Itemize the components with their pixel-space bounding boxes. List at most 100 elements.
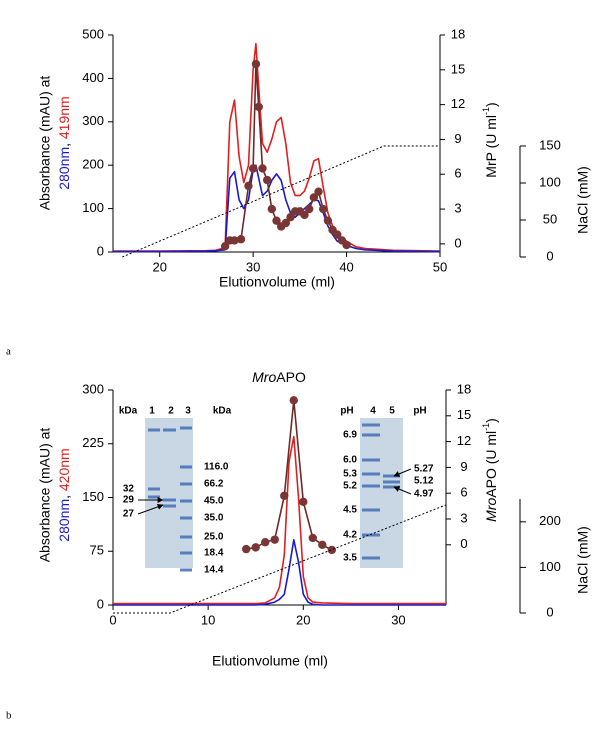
gel-band bbox=[362, 533, 380, 537]
label-part: Mro bbox=[483, 498, 499, 522]
gel-band bbox=[163, 498, 176, 502]
y3-tick-label: 150 bbox=[539, 137, 561, 152]
y-tick-label: 300 bbox=[82, 381, 104, 396]
activity-point bbox=[281, 218, 291, 228]
gel-band bbox=[180, 426, 192, 430]
y3-tick-label: 100 bbox=[539, 559, 561, 574]
x-axis-label: Elutionvolume (ml) bbox=[212, 653, 328, 669]
activity-point bbox=[280, 491, 289, 500]
y3-axis-label: NaCl (mM) bbox=[575, 526, 591, 594]
chart-title: MroAPO bbox=[252, 369, 306, 385]
inset-label: 45.0 bbox=[204, 496, 224, 507]
inset-label: 5.2 bbox=[343, 481, 357, 492]
y2-tick-label: 15 bbox=[451, 61, 465, 76]
activity-point bbox=[318, 540, 327, 549]
activity-point bbox=[251, 59, 261, 69]
activity-point bbox=[289, 396, 298, 405]
gel-band bbox=[362, 423, 380, 427]
y3-tick-label: 50 bbox=[543, 211, 557, 226]
activity-point bbox=[342, 240, 351, 250]
inset-label: 29 bbox=[123, 495, 135, 506]
y2-tick-label: 3 bbox=[460, 510, 467, 525]
activity-point bbox=[244, 181, 253, 191]
activity-point bbox=[323, 216, 333, 225]
activity-point bbox=[299, 497, 308, 506]
gel bbox=[145, 418, 193, 568]
activity-point bbox=[270, 535, 279, 544]
activity-point bbox=[272, 216, 281, 225]
inset-header: kDa bbox=[213, 406, 232, 417]
gel-band bbox=[362, 484, 380, 488]
label-part: APO bbox=[276, 369, 306, 385]
series-line bbox=[122, 145, 440, 258]
y2-axis-label: MrP (U ml-1) bbox=[481, 102, 498, 177]
gel-band bbox=[362, 458, 380, 462]
y-tick-label: 500 bbox=[82, 26, 104, 41]
inset-label: 5.27 bbox=[414, 464, 434, 475]
y3-tick-label: 200 bbox=[539, 513, 561, 528]
activity-point bbox=[267, 204, 277, 214]
arrow bbox=[393, 486, 412, 495]
inset-header: kDa bbox=[119, 406, 138, 417]
inset-label: 25.0 bbox=[204, 532, 224, 543]
activity-point bbox=[308, 533, 317, 543]
y2-tick-label: 6 bbox=[454, 166, 461, 181]
y-axis-label-part: 280nm bbox=[56, 147, 72, 190]
panel-label: b bbox=[6, 710, 12, 722]
y-tick-label: 225 bbox=[82, 435, 104, 450]
gel-band bbox=[180, 516, 192, 520]
inset-label: 4.2 bbox=[343, 530, 357, 541]
gel-band bbox=[362, 433, 380, 437]
y2-tick-label: 18 bbox=[457, 381, 471, 396]
y2-tick-label: 6 bbox=[460, 485, 467, 500]
y2-tick-label: 0 bbox=[460, 536, 467, 551]
y-tick-label: 0 bbox=[97, 596, 104, 611]
x-tick-label: 20 bbox=[296, 612, 310, 627]
gel-band bbox=[148, 428, 160, 432]
y2-tick-label: 9 bbox=[460, 459, 467, 474]
activity-point bbox=[258, 164, 267, 173]
inset-label: 5.12 bbox=[414, 476, 434, 487]
activity-point bbox=[248, 164, 258, 173]
x-tick-label: 30 bbox=[391, 612, 405, 627]
y2-tick-label: 3 bbox=[454, 201, 461, 216]
series-line bbox=[113, 435, 446, 605]
y3-tick-label: 0 bbox=[546, 248, 553, 263]
activity-point bbox=[251, 543, 260, 552]
activity-point bbox=[314, 187, 323, 196]
activity-point bbox=[242, 544, 251, 554]
inset-label: 5.3 bbox=[343, 469, 357, 480]
inset-header: 5 bbox=[389, 406, 395, 417]
y2-tick-label: 18 bbox=[451, 26, 465, 41]
activity-point bbox=[305, 204, 314, 214]
inset-label: 14.4 bbox=[204, 565, 224, 576]
y-tick-label: 75 bbox=[90, 543, 104, 558]
arrow bbox=[393, 468, 412, 477]
x-tick-label: 50 bbox=[433, 259, 447, 274]
x-tick-label: 10 bbox=[201, 612, 215, 627]
inset-header: 4 bbox=[370, 406, 376, 417]
activity-point bbox=[333, 230, 342, 239]
y-axis-label-part: , bbox=[56, 491, 72, 499]
gel-band bbox=[163, 504, 176, 508]
y-tick-label: 150 bbox=[82, 489, 104, 504]
x-tick-label: 30 bbox=[246, 259, 260, 274]
activity-point bbox=[254, 102, 263, 112]
activity-point bbox=[261, 538, 270, 547]
inset-label: 4.97 bbox=[414, 489, 434, 500]
inset-label: 116.0 bbox=[204, 462, 229, 473]
gel-band bbox=[362, 508, 380, 512]
gel-band bbox=[180, 482, 192, 486]
inset-header: pH bbox=[340, 406, 353, 417]
panel-label: a bbox=[6, 346, 11, 358]
y2-tick-label: 9 bbox=[454, 131, 461, 146]
inset-header: 3 bbox=[185, 406, 191, 417]
gel bbox=[360, 418, 403, 568]
series-line bbox=[246, 399, 333, 551]
inset-label: 35.0 bbox=[204, 513, 224, 524]
activity-point bbox=[262, 175, 272, 185]
x-tick-label: 0 bbox=[109, 612, 116, 627]
gel-band bbox=[163, 428, 176, 432]
inset-header: pH bbox=[413, 406, 426, 417]
